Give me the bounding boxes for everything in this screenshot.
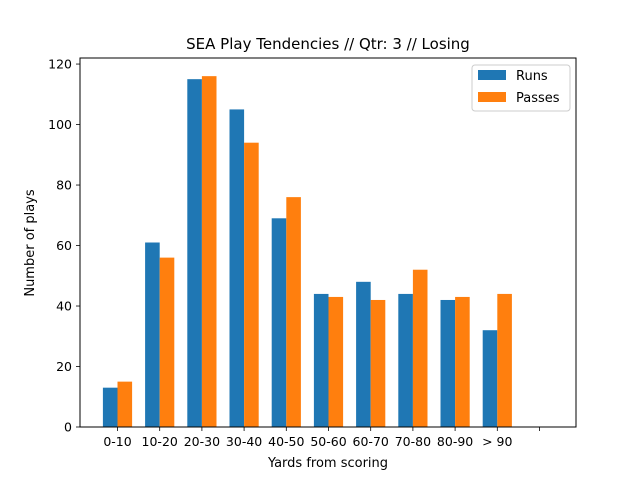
bar-passes-8 — [455, 296, 470, 427]
x-tick-label: > 90 — [482, 434, 512, 449]
plot-frame — [79, 57, 577, 428]
bar-runs-5 — [313, 293, 329, 427]
bar-runs-0 — [102, 387, 118, 427]
y-tick-label: 100 — [48, 117, 72, 132]
x-axis: 0-10 10-20 20-30 30-40 40-50 50-60 60-70 70-80 8… — [103, 427, 540, 449]
legend: Runs Passes — [471, 64, 571, 112]
bar-runs-3 — [229, 109, 245, 428]
legend-swatch-passes — [478, 92, 506, 102]
bar-runs-8 — [440, 299, 456, 427]
bar-runs-1 — [145, 242, 160, 427]
bar-passes-1 — [159, 257, 175, 427]
x-tick-label: 0-10 — [103, 434, 131, 449]
bar-passes-5 — [328, 296, 344, 427]
y-tick-label: 0 — [64, 420, 72, 435]
x-tick-label: 80-90 — [437, 434, 473, 449]
bar-passes-3 — [244, 142, 259, 427]
legend-label-runs: Runs — [516, 69, 548, 84]
bar-passes-0 — [117, 381, 133, 427]
x-tick-label: 60-70 — [353, 434, 389, 449]
bar-passes-6 — [370, 299, 386, 427]
y-tick-label: 40 — [56, 299, 72, 314]
bar-runs-9 — [482, 330, 498, 427]
bar-passes-4 — [286, 197, 301, 427]
bar-runs-6 — [356, 281, 371, 427]
y-axis-label: Number of plays — [23, 189, 38, 297]
y-tick-label: 20 — [56, 359, 72, 374]
y-tick-label: 60 — [56, 238, 72, 253]
x-tick-label: 30-40 — [226, 434, 262, 449]
y-axis: 0 20 40 60 80 100 120 — [48, 57, 80, 435]
bar-passes-7 — [412, 269, 428, 427]
bar-passes-2 — [201, 76, 217, 428]
y-tick-label: 80 — [56, 178, 72, 193]
bar-runs-2 — [187, 79, 202, 428]
x-tick-label: 10-20 — [142, 434, 178, 449]
bar-passes-9 — [497, 293, 512, 427]
x-axis-label: Yards from scoring — [267, 456, 388, 471]
bars — [102, 76, 512, 428]
x-tick-label: 70-80 — [395, 434, 431, 449]
x-tick-label: 50-60 — [310, 434, 346, 449]
bar-runs-7 — [398, 293, 413, 427]
legend-swatch-runs — [478, 70, 506, 80]
y-tick-label: 120 — [48, 57, 72, 72]
x-tick-label: 40-50 — [268, 434, 304, 449]
x-tick-label: 20-30 — [184, 434, 220, 449]
chart-title: SEA Play Tendencies // Qtr: 3 // Losing — [186, 35, 470, 53]
bar-runs-4 — [271, 218, 287, 427]
legend-label-passes: Passes — [516, 91, 560, 106]
